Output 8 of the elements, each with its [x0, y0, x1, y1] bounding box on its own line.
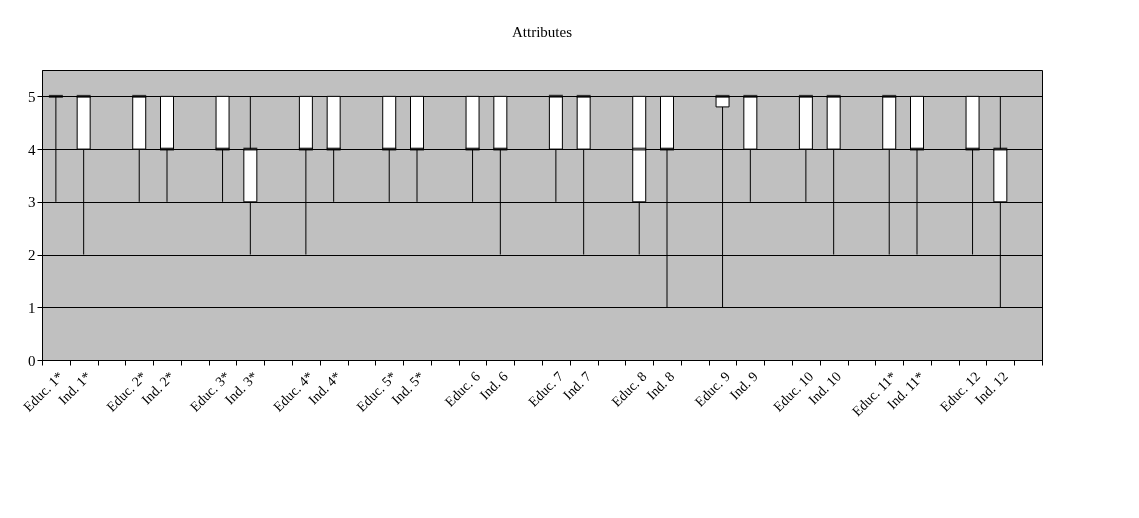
y-tick-label: 4 — [28, 141, 36, 158]
y-tick-label: 5 — [28, 88, 36, 105]
chart-title: Attributes — [512, 24, 573, 40]
x-tick-label: Ind. 7 — [560, 368, 595, 403]
y-tick-label: 3 — [28, 194, 36, 211]
y-tick-label: 1 — [28, 299, 36, 316]
y-tick-label: 2 — [28, 247, 36, 264]
y-tick-label: 0 — [28, 352, 36, 369]
